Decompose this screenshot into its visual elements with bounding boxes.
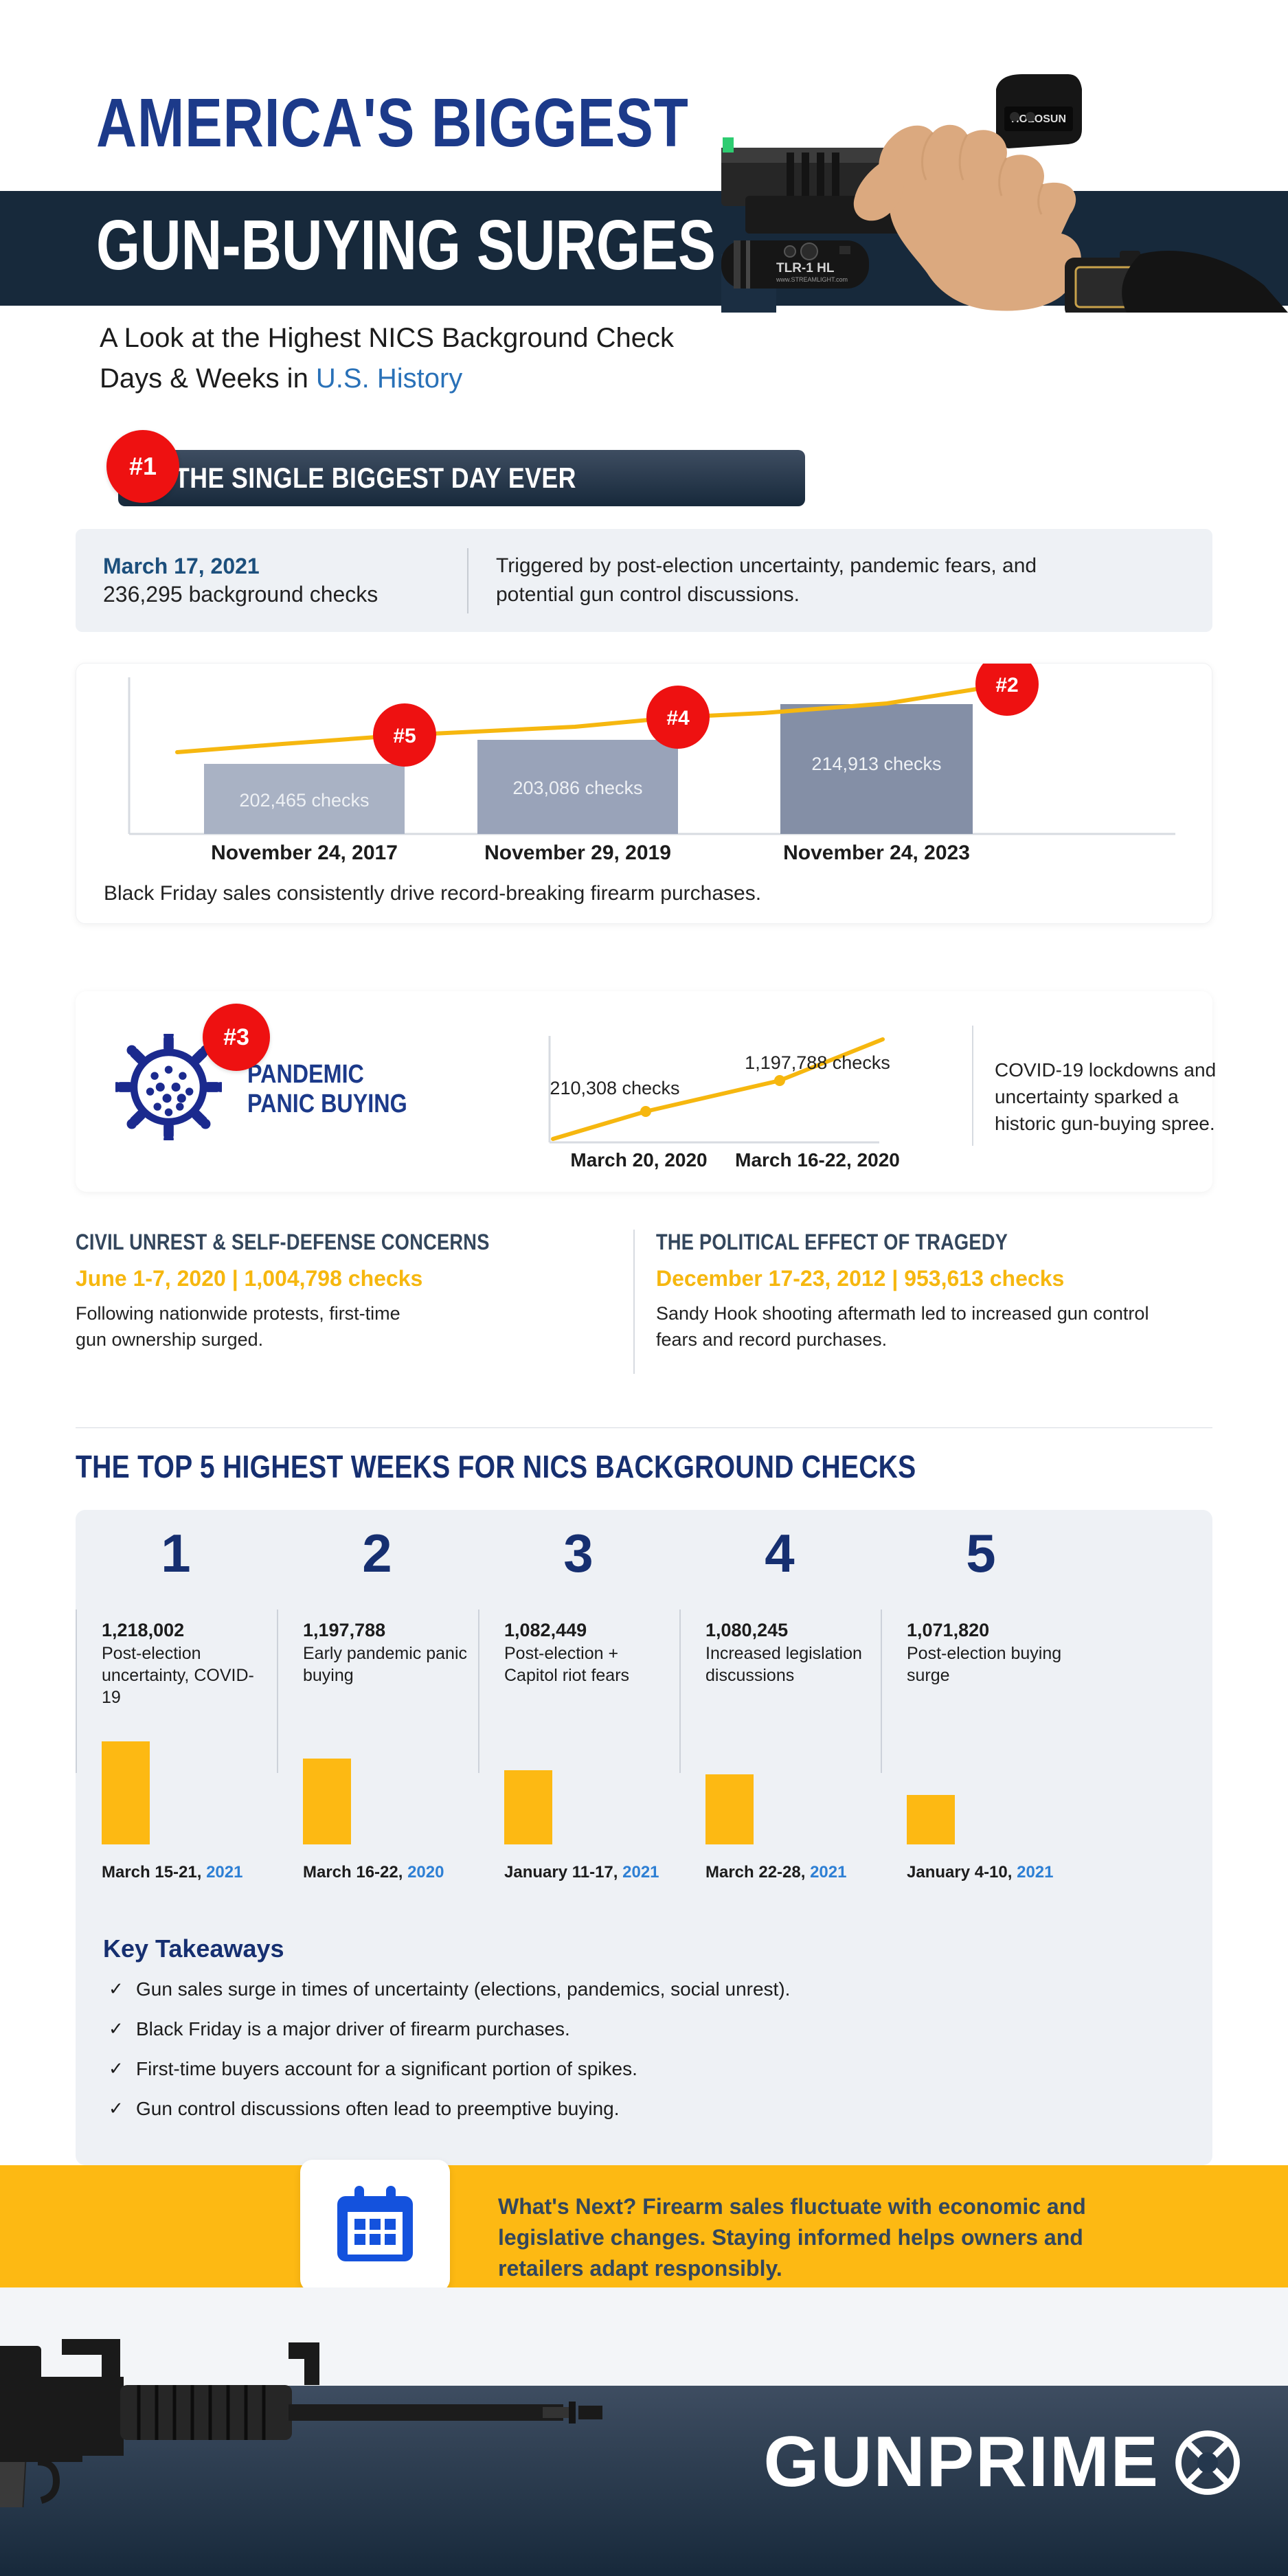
svg-text:November 29, 2019: November 29, 2019 <box>484 841 671 864</box>
svg-text:HOLOSUN: HOLOSUN <box>1011 113 1066 125</box>
svg-text:www.STREAMLIGHT.com: www.STREAMLIGHT.com <box>776 276 848 283</box>
svg-text:203,086 checks: 203,086 checks <box>512 778 642 798</box>
svg-text:210,308 checks: 210,308 checks <box>550 1078 679 1098</box>
svg-text:214,913 checks: 214,913 checks <box>811 754 941 774</box>
svg-text:#5: #5 <box>393 725 416 747</box>
svg-text:202,465 checks: 202,465 checks <box>239 790 369 811</box>
svg-text:#2: #2 <box>995 674 1018 697</box>
svg-text:TLR-1 HL: TLR-1 HL <box>776 261 835 275</box>
svg-text:March 20, 2020: March 20, 2020 <box>570 1149 707 1171</box>
svg-text:November 24, 2017: November 24, 2017 <box>211 841 398 864</box>
svg-text:March 16-22, 2020: March 16-22, 2020 <box>735 1149 900 1171</box>
svg-text:#4: #4 <box>666 707 690 730</box>
svg-text:1,197,788 checks: 1,197,788 checks <box>745 1052 890 1073</box>
svg-text:November 24, 2023: November 24, 2023 <box>783 841 970 864</box>
